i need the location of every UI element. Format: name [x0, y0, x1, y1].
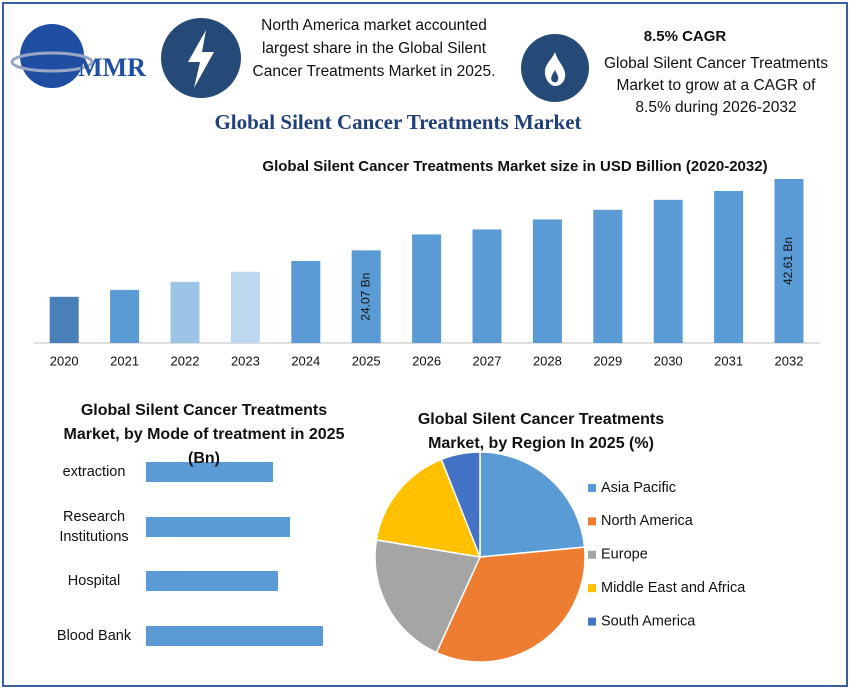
- main-title: Global Silent Cancer Treatments Market: [214, 110, 581, 134]
- bar: [146, 626, 323, 646]
- logo-ring: [10, 51, 94, 73]
- bolt-icon: [188, 30, 214, 88]
- pie-slice: [435, 546, 586, 663]
- bar: [146, 517, 290, 537]
- legend-label: South America: [601, 613, 696, 629]
- cagr-title: 8.5% CAGR: [644, 28, 727, 45]
- x-tick-label: 2020: [50, 353, 79, 368]
- x-tick-label: 2031: [714, 353, 743, 368]
- bar: [653, 199, 683, 343]
- y-tick-label: extraction: [62, 464, 126, 480]
- bar: [110, 289, 140, 343]
- y-tick-label: Hospital: [67, 573, 121, 589]
- bar: [146, 571, 278, 591]
- cagr-note: Global Silent Cancer Treatments Market t…: [604, 55, 828, 116]
- logo: MMR: [10, 24, 146, 88]
- legend-swatch: [588, 584, 596, 593]
- x-tick-label: 2023: [231, 353, 260, 368]
- x-tick-label: 2026: [412, 353, 441, 368]
- bar: [49, 296, 79, 343]
- pie-slice: [375, 458, 482, 558]
- x-tick-label: 2025: [352, 353, 381, 368]
- bar: [412, 234, 442, 343]
- pie-slice: [479, 451, 586, 558]
- logo-text: MMR: [78, 53, 146, 82]
- x-tick-label: 2024: [291, 353, 320, 368]
- bar-title: Global Silent Cancer Treatments Market s…: [262, 158, 767, 175]
- y-tick-label: Research Institutions: [59, 509, 129, 545]
- legend-label: Asia Pacific: [601, 480, 676, 496]
- legend-swatch: [588, 517, 596, 526]
- bar: [472, 229, 502, 343]
- bar: [230, 271, 260, 343]
- bar: [593, 209, 623, 343]
- bar: [532, 219, 562, 343]
- x-tick-label: 2030: [654, 353, 683, 368]
- legend-swatch: [588, 617, 596, 626]
- y-tick-label: Blood Bank: [56, 628, 132, 644]
- value-label: 42.61 Bn: [781, 237, 795, 285]
- pie-title: Global Silent Cancer Treatments Market, …: [417, 411, 665, 452]
- barh-title: Global Silent Cancer Treatments Market, …: [63, 402, 345, 467]
- bar: [351, 250, 381, 343]
- legend-label: North America: [601, 513, 694, 529]
- bar: [146, 462, 273, 482]
- x-tick-label: 2022: [171, 353, 200, 368]
- flame-icon: [544, 52, 566, 86]
- share-note: North America market accounted largest s…: [252, 17, 496, 80]
- x-tick-label: 2021: [110, 353, 139, 368]
- pie-slice: [440, 451, 481, 558]
- logo-globe: [20, 24, 84, 88]
- x-tick-label: 2028: [533, 353, 562, 368]
- legend-label: Europe: [601, 547, 648, 563]
- x-tick-label: 2032: [775, 353, 804, 368]
- pie-slice: [374, 539, 482, 654]
- bar: [170, 281, 200, 343]
- x-tick-label: 2027: [473, 353, 502, 368]
- legend-label: Middle East and Africa: [601, 580, 746, 596]
- legend-swatch: [588, 484, 596, 492]
- value-label: 24.07 Bn: [358, 273, 372, 321]
- bar: [291, 261, 321, 343]
- bar: [714, 190, 744, 343]
- legend-swatch: [588, 550, 596, 559]
- bar: [774, 179, 804, 343]
- x-tick-label: 2029: [593, 353, 622, 368]
